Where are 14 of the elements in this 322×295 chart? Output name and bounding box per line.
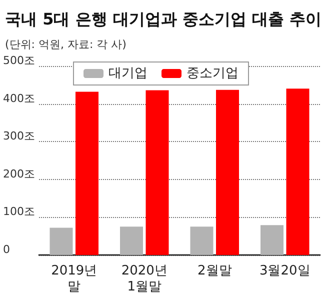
y-tick-label: 100조 [3, 205, 35, 218]
legend-label: 중소기업 [186, 66, 238, 81]
legend-label: 대기업 [108, 66, 148, 81]
x-tick-label: 3월20일 [259, 264, 310, 278]
y-tick-label: 200조 [3, 167, 35, 180]
x-tick-label: 2020년 1월말 [121, 264, 168, 294]
y-tick-label: 0 [3, 243, 10, 256]
y-tick-label: 500조 [3, 54, 35, 67]
y-tick-label: 300조 [3, 130, 35, 143]
x-tick-label: 2019년 말 [51, 264, 98, 294]
y-tick-label: 400조 [3, 92, 35, 105]
x-tick-label: 2월말 [197, 264, 232, 278]
chart-title: 국내 5대 은행 대기업과 중소기업 대출 추이 [5, 10, 322, 28]
chart-subtitle: (단위: 억원, 자료: 각 사) [5, 38, 126, 51]
